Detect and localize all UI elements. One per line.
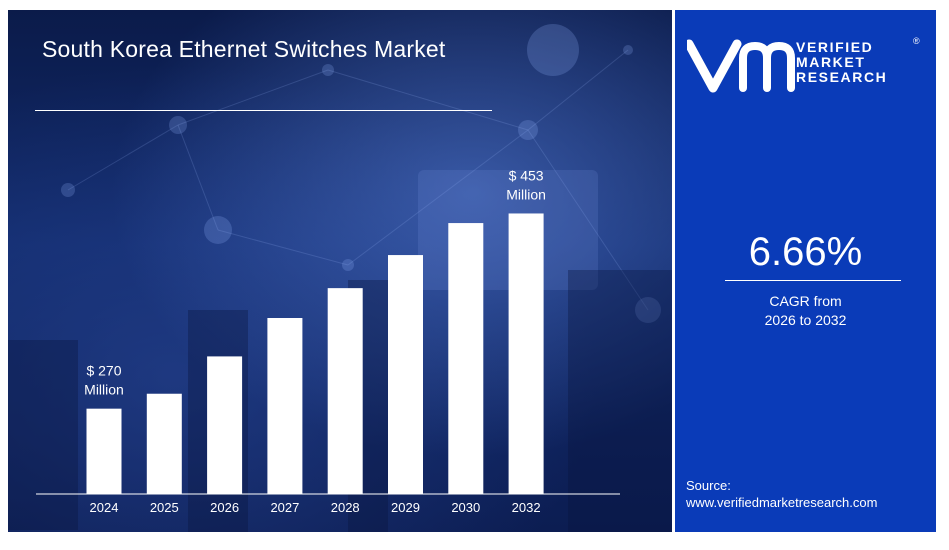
logo-line-1: VERIFIED xyxy=(796,39,874,55)
source-label: Source: xyxy=(686,478,731,493)
x-tick-label-2025: 2025 xyxy=(150,500,179,515)
side-panel: VERIFIED MARKET RESEARCH ® 6.66% CAGR fr… xyxy=(675,10,936,532)
bar-2028 xyxy=(327,288,363,494)
x-tick-label-2030: 2030 xyxy=(451,500,480,515)
title-underline xyxy=(35,110,492,111)
cagr-label-line-2: 2026 to 2032 xyxy=(764,312,847,328)
x-tick-label-2032: 2032 xyxy=(512,500,541,515)
cagr-label-line-1: CAGR from xyxy=(769,293,842,309)
network-background xyxy=(8,24,672,532)
data-label-2024-line-1: $ 270 xyxy=(86,363,121,379)
logo-line-3: RESEARCH xyxy=(796,69,888,85)
bar-2029 xyxy=(388,255,423,494)
bar-2024 xyxy=(86,408,122,494)
source-url[interactable]: www.verifiedmarketresearch.com xyxy=(686,495,878,510)
x-tick-label-2029: 2029 xyxy=(391,500,420,515)
data-label-2024-line-2: Million xyxy=(84,382,124,398)
logo-line-2: MARKET xyxy=(796,54,866,70)
bar-2027 xyxy=(267,318,303,494)
bar-chart: 2024 2025 2026 2027 2028 2029 2030 2032 $ 270 Mil… xyxy=(36,167,620,515)
x-tick-label-2026: 2026 xyxy=(210,500,239,515)
source-note: Source: www.verifiedmarketresearch.com xyxy=(686,477,877,511)
data-label-2032-line-1: $ 453 xyxy=(509,167,544,183)
x-tick-label-2027: 2027 xyxy=(270,500,299,515)
bar-2030 xyxy=(448,223,484,495)
logo-wordmark: VERIFIED MARKET RESEARCH xyxy=(796,40,887,85)
cagr-value: 6.66% xyxy=(748,230,863,274)
cagr-label: CAGR from 2026 to 2032 xyxy=(675,292,936,330)
x-tick-label-2028: 2028 xyxy=(331,500,360,515)
verified-market-research-logo xyxy=(687,39,795,93)
x-tick-label-2024: 2024 xyxy=(90,500,119,515)
data-label-2032-line-2: Million xyxy=(506,186,546,202)
infographic: South Korea Ethernet Switches Market 202… xyxy=(8,10,936,532)
chart-title: South Korea Ethernet Switches Market xyxy=(42,36,446,62)
bar-2026 xyxy=(207,356,243,494)
chart-panel: South Korea Ethernet Switches Market 202… xyxy=(8,10,672,532)
cagr-divider xyxy=(725,280,901,281)
bar-2025 xyxy=(146,393,182,494)
bar-2032 xyxy=(508,213,544,494)
registered-mark: ® xyxy=(913,36,920,46)
